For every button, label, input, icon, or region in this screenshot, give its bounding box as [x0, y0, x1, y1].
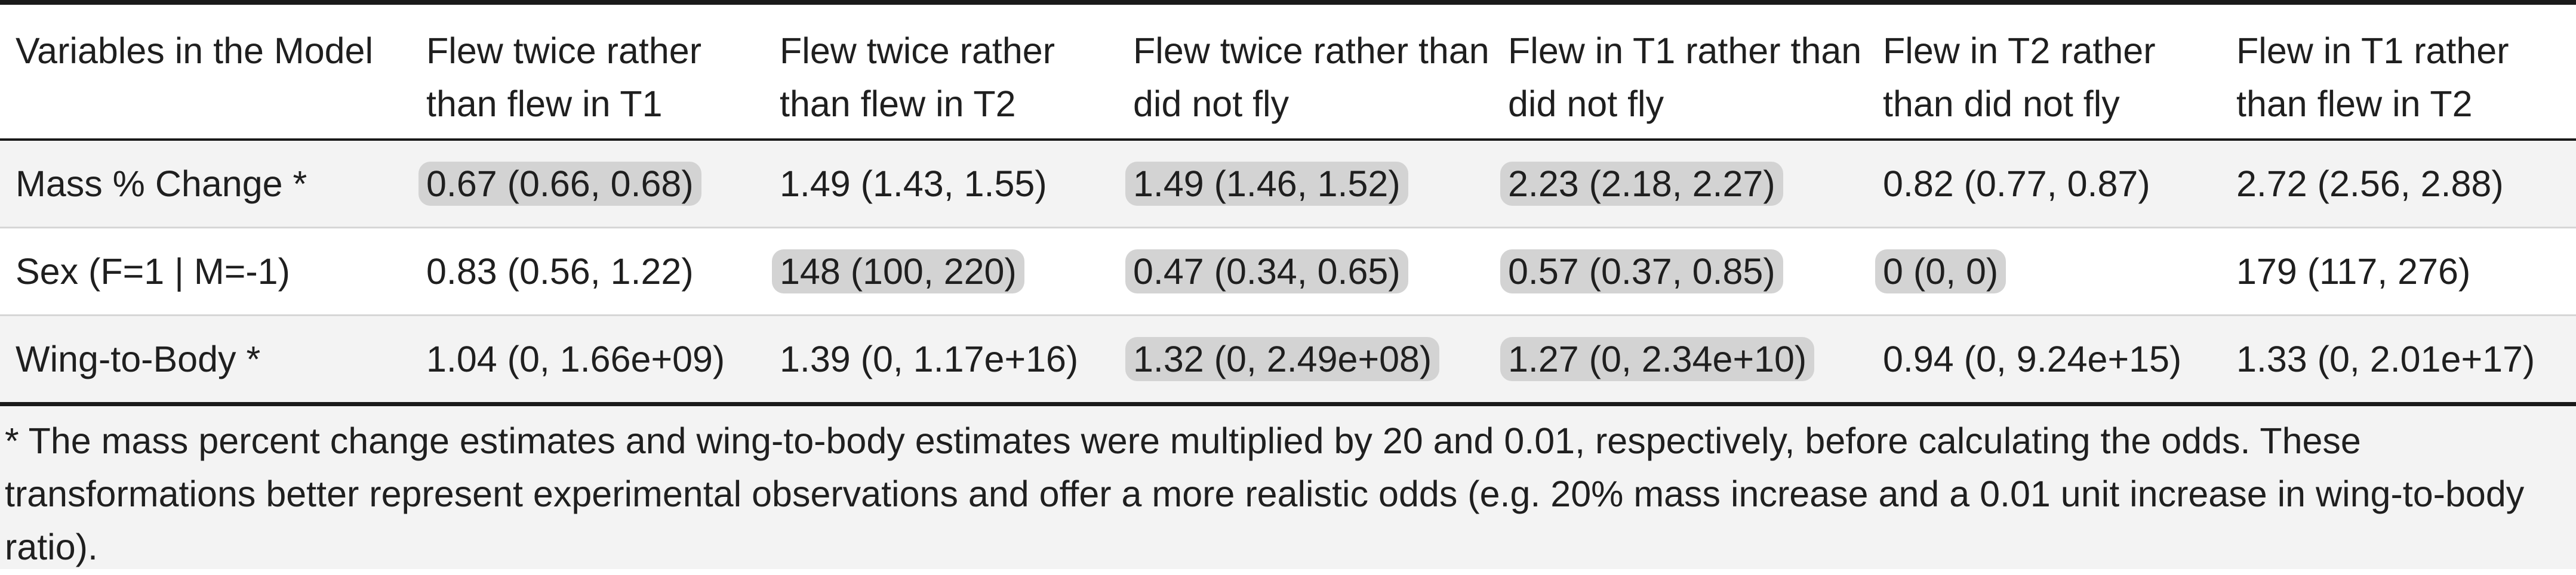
header-flew-twice-vs-t2: Flew twice rather than flew in T2	[780, 30, 1055, 124]
cell-value: 1.04 (0, 1.66e+09)	[426, 339, 725, 379]
table-cell: 0.57 (0.37, 0.85)	[1492, 227, 1867, 316]
row-label-text: Mass % Change *	[16, 163, 307, 204]
cell-value: 1.49 (1.46, 1.52)	[1125, 162, 1408, 206]
table-header: Variables in the Model Flew twice rather…	[0, 2, 2576, 140]
cell-value: 0.57 (0.37, 0.85)	[1500, 249, 1783, 293]
cell-value: 2.23 (2.18, 2.27)	[1500, 162, 1783, 206]
table-row: Mass % Change * 0.67 (0.66, 0.68) 1.49 (…	[0, 138, 2576, 228]
cell-value: 148 (100, 220)	[772, 249, 1024, 293]
table-cell: 1.49 (1.46, 1.52)	[1118, 138, 1492, 228]
header-flew-twice-vs-t1: Flew twice rather than flew in T1	[426, 30, 702, 124]
table-cell: 0.83 (0.56, 1.22)	[411, 227, 764, 316]
cell-value: 2.72 (2.56, 2.88)	[2236, 163, 2504, 204]
cell-value: 0.94 (0, 9.24e+15)	[1883, 339, 2182, 379]
cell-value: 0.82 (0.77, 0.87)	[1883, 163, 2150, 204]
cell-value: 0.47 (0.34, 0.65)	[1125, 249, 1408, 293]
cell-value: 1.49 (1.43, 1.55)	[780, 163, 1047, 204]
cell-value: 179 (117, 276)	[2236, 251, 2471, 292]
cell-value: 1.27 (0, 2.34e+10)	[1500, 337, 1815, 381]
header-variables: Variables in the Model	[16, 30, 374, 71]
table-cell: 1.27 (0, 2.34e+10)	[1492, 314, 1867, 406]
table-row: Wing-to-Body * 1.04 (0, 1.66e+09) 1.39 (…	[0, 314, 2576, 406]
table-cell: 148 (100, 220)	[764, 227, 1118, 316]
cell-value: 1.32 (0, 2.49e+08)	[1125, 337, 1440, 381]
header-row: Variables in the Model Flew twice rather…	[0, 2, 2576, 140]
table-cell: 1.49 (1.43, 1.55)	[764, 138, 1118, 228]
header-t1-vs-t2: Flew in T1 rather than flew in T2	[2236, 30, 2509, 124]
table-cell: 2.72 (2.56, 2.88)	[2221, 138, 2576, 228]
odds-ratio-table: Variables in the Model Flew twice rather…	[0, 2, 2576, 406]
row-label-text: Sex (F=1 | M=-1)	[16, 251, 290, 292]
cell-value: 1.39 (0, 1.17e+16)	[780, 339, 1079, 379]
header-t1-vs-none: Flew in T1 rather than did not fly	[1508, 30, 1862, 124]
table-cell: 2.23 (2.18, 2.27)	[1492, 138, 1867, 228]
row-label: Sex (F=1 | M=-1)	[0, 227, 411, 316]
table-cell: 0.82 (0.77, 0.87)	[1867, 138, 2221, 228]
table-body: Mass % Change * 0.67 (0.66, 0.68) 1.49 (…	[0, 138, 2576, 406]
table-cell: 1.39 (0, 1.17e+16)	[764, 314, 1118, 406]
cell-value: 0.83 (0.56, 1.22)	[426, 251, 694, 292]
header-t2-vs-none: Flew in T2 rather than did not fly	[1883, 30, 2156, 124]
row-label-text: Wing-to-Body *	[16, 339, 261, 379]
cell-value: 0 (0, 0)	[1875, 249, 2006, 293]
table-cell: 179 (117, 276)	[2221, 227, 2576, 316]
table-footnote: * The mass percent change estimates and …	[0, 406, 2576, 569]
table-cell: 0.67 (0.66, 0.68)	[411, 138, 764, 228]
table-cell: 0.47 (0.34, 0.65)	[1118, 227, 1492, 316]
row-label: Wing-to-Body *	[0, 314, 411, 406]
row-label: Mass % Change *	[0, 138, 411, 228]
table-cell: 1.33 (0, 2.01e+17)	[2221, 314, 2576, 406]
header-flew-twice-vs-none: Flew twice rather than did not fly	[1133, 30, 1489, 124]
table-row: Sex (F=1 | M=-1) 0.83 (0.56, 1.22) 148 (…	[0, 227, 2576, 316]
cell-value: 1.33 (0, 2.01e+17)	[2236, 339, 2535, 379]
table-cell: 0.94 (0, 9.24e+15)	[1867, 314, 2221, 406]
cell-value: 0.67 (0.66, 0.68)	[418, 162, 701, 206]
table-cell: 1.32 (0, 2.49e+08)	[1118, 314, 1492, 406]
table-cell: 1.04 (0, 1.66e+09)	[411, 314, 764, 406]
table-cell: 0 (0, 0)	[1867, 227, 2221, 316]
